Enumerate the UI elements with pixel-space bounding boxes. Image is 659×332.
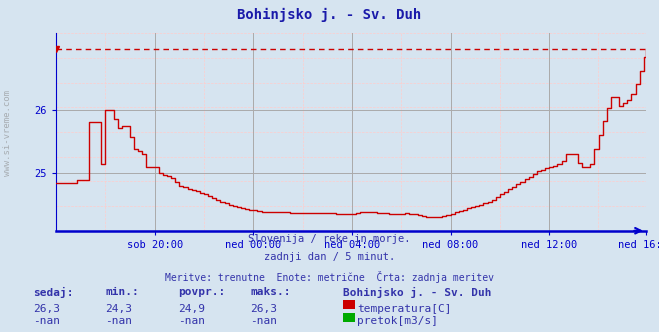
Text: min.:: min.: xyxy=(105,287,139,297)
Text: 24,3: 24,3 xyxy=(105,304,132,314)
Text: sedaj:: sedaj: xyxy=(33,287,73,298)
Text: -nan: -nan xyxy=(250,316,277,326)
Text: -nan: -nan xyxy=(105,316,132,326)
Text: www.si-vreme.com: www.si-vreme.com xyxy=(3,90,13,176)
Text: maks.:: maks.: xyxy=(250,287,291,297)
Text: Bohinjsko j. - Sv. Duh: Bohinjsko j. - Sv. Duh xyxy=(237,8,422,23)
Text: 24,9: 24,9 xyxy=(178,304,205,314)
Text: -nan: -nan xyxy=(33,316,60,326)
Text: temperatura[C]: temperatura[C] xyxy=(357,304,451,314)
Text: -nan: -nan xyxy=(178,316,205,326)
Text: 26,3: 26,3 xyxy=(250,304,277,314)
Text: pretok[m3/s]: pretok[m3/s] xyxy=(357,316,438,326)
Text: 26,3: 26,3 xyxy=(33,304,60,314)
Text: Bohinjsko j. - Sv. Duh: Bohinjsko j. - Sv. Duh xyxy=(343,287,491,298)
Text: zadnji dan / 5 minut.: zadnji dan / 5 minut. xyxy=(264,252,395,262)
Text: povpr.:: povpr.: xyxy=(178,287,225,297)
Text: Slovenija / reke in morje.: Slovenija / reke in morje. xyxy=(248,234,411,244)
Text: Meritve: trenutne  Enote: metrične  Črta: zadnja meritev: Meritve: trenutne Enote: metrične Črta: … xyxy=(165,271,494,283)
